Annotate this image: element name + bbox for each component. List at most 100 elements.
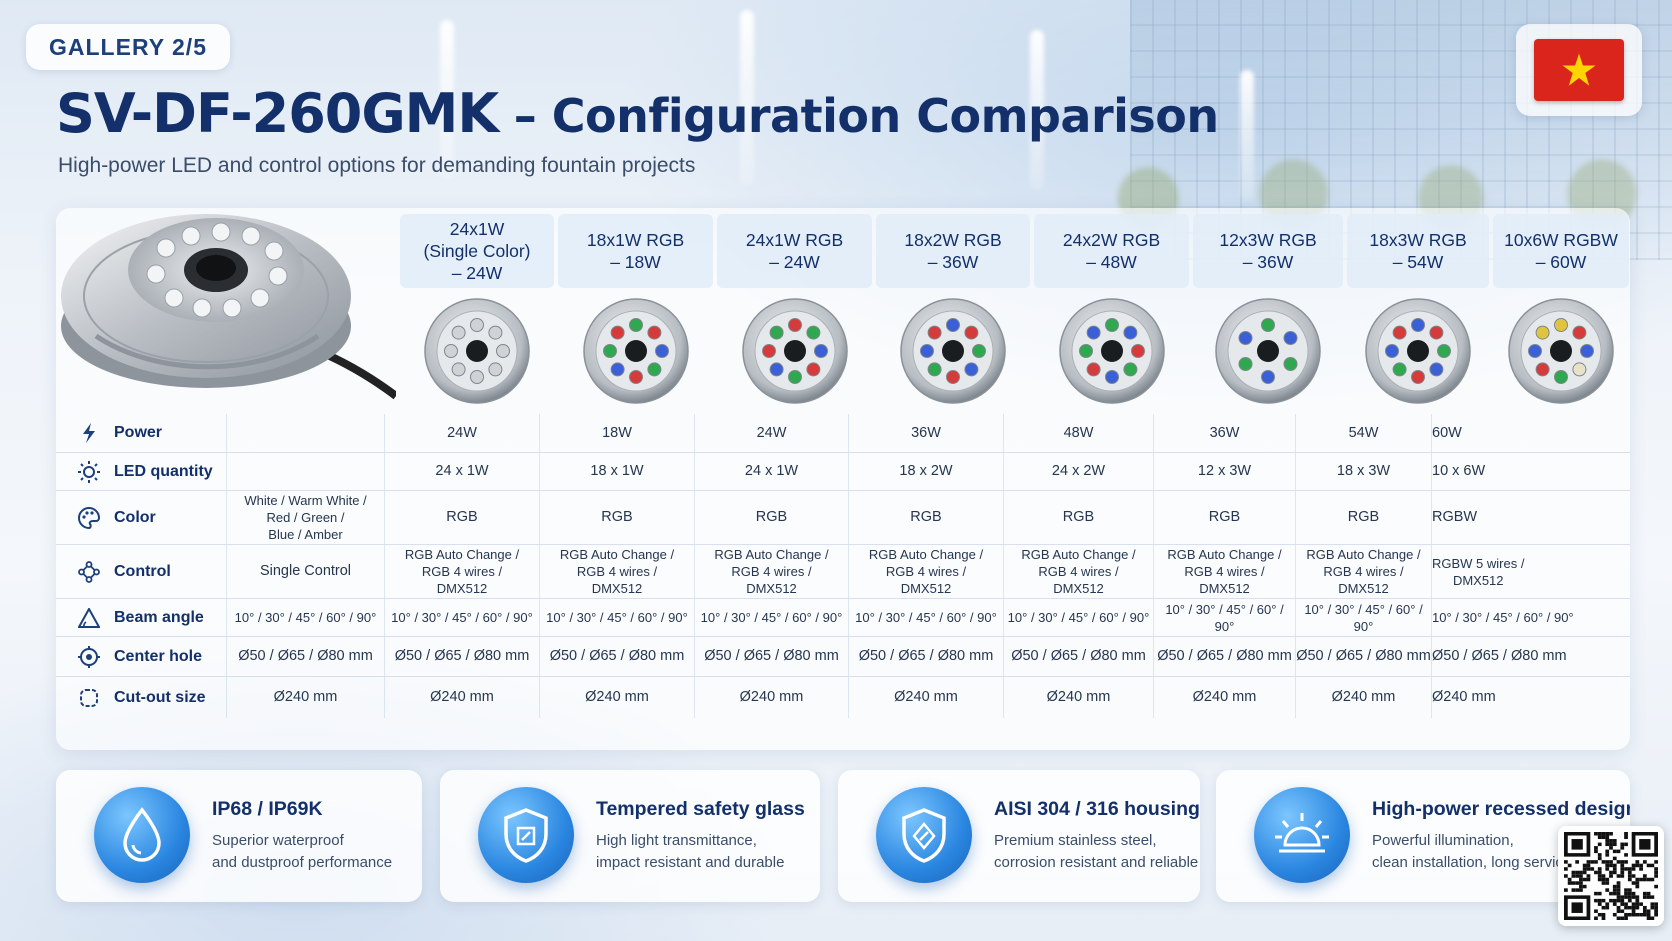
fixture-image xyxy=(582,298,689,404)
led-dot xyxy=(805,325,820,340)
table-cell: Ø240 mm xyxy=(1295,677,1431,718)
spec-row: Cut-out size Ø240 mm Ø240 mm Ø240 mm Ø240 mm… xyxy=(56,676,1630,718)
led-dot xyxy=(1261,370,1275,384)
led-dot xyxy=(972,344,986,358)
led-dot xyxy=(1429,325,1444,340)
product-image xyxy=(61,214,396,400)
triangle-angle-icon xyxy=(78,607,100,629)
table-cell: 60W xyxy=(1431,414,1462,452)
table-cell: RGB Auto Change / RGB 4 wires / DMX512 xyxy=(1295,545,1431,598)
table-cell: 36W xyxy=(848,414,1003,452)
led-dot xyxy=(1104,370,1119,384)
table-cell xyxy=(226,414,384,452)
table-cell: 10° / 30° / 45° / 60° / 90° xyxy=(384,599,539,636)
table-cell: 48W xyxy=(1003,414,1153,452)
led-dot xyxy=(628,318,643,332)
led-dot xyxy=(1437,344,1451,358)
column-header: 12x3W RGB – 36W xyxy=(1193,214,1343,288)
table-cell: 10° / 30° / 45° / 60° / 90° xyxy=(1295,599,1431,636)
table-cell: RGB xyxy=(1295,491,1431,544)
led-dot xyxy=(964,362,979,377)
column-header: 24x1W RGB – 24W xyxy=(717,214,872,288)
table-cell: RGB Auto Change / RGB 4 wires / DMX512 xyxy=(694,545,848,598)
led-dot xyxy=(1554,318,1568,332)
led-dot xyxy=(1261,318,1275,332)
table-cell: 24 x 1W xyxy=(694,453,848,490)
table-cell: 10° / 30° / 45° / 60° / 90° xyxy=(848,599,1003,636)
feature-card-housing: AISI 304 / 316 housing Premium stainless… xyxy=(838,770,1200,902)
table-cell: RGB xyxy=(1003,491,1153,544)
led-dot xyxy=(1572,325,1587,340)
led-dot xyxy=(1580,344,1594,358)
led-dot xyxy=(1104,318,1119,332)
feature-desc: High light transmittance, impact resista… xyxy=(596,832,785,871)
led-dot xyxy=(1122,325,1137,340)
table-cell: 24 x 1W xyxy=(384,453,539,490)
led-dot xyxy=(813,344,828,358)
table-cell: RGB xyxy=(1153,491,1295,544)
network-icon xyxy=(78,560,100,583)
led-dot xyxy=(1385,344,1399,358)
table-cell: Ø50 / Ø65 / Ø80 mm xyxy=(384,637,539,676)
fountain-jet xyxy=(740,10,754,185)
fixture-image xyxy=(741,298,848,404)
led-dot xyxy=(946,318,960,332)
row-label: Beam angle xyxy=(56,599,226,636)
row-label-text: Center hole xyxy=(114,647,203,665)
table-cell: RGB xyxy=(694,491,848,544)
table-cell: 10° / 30° / 45° / 60° / 90° xyxy=(1003,599,1153,636)
led-dot xyxy=(761,344,776,358)
recessed-light-icon xyxy=(1254,787,1350,883)
feature-card-glass: Tempered safety glass High light transmi… xyxy=(440,770,820,902)
table-cell: 10° / 30° / 45° / 60° / 90° xyxy=(1431,599,1574,636)
page-title: SV-DF-260GMK – Configuration Comparison xyxy=(56,82,1219,145)
table-cell: Ø240 mm xyxy=(1003,677,1153,718)
led-dot xyxy=(1392,362,1407,377)
column-header: 24x2W RGB – 48W xyxy=(1034,214,1189,288)
table-cell: 10° / 30° / 45° / 60° / 90° xyxy=(1153,599,1295,636)
table-cell: Ø50 / Ø65 / Ø80 mm xyxy=(1153,637,1295,676)
table-cell xyxy=(226,453,384,490)
table-cell: 12 x 3W xyxy=(1153,453,1295,490)
spec-row: Beam angle 10° / 30° / 45° / 60° / 90° 10°… xyxy=(56,598,1630,636)
column-headers: 24x1W (Single Color) – 24W 18x1W RGB – 1… xyxy=(400,214,1629,288)
column-header: 10x6W RGBW – 60W xyxy=(1493,214,1629,288)
led-dot xyxy=(787,318,802,332)
table-cell: Ø240 mm xyxy=(1431,677,1496,718)
led-dot xyxy=(646,362,661,377)
fountain-jet xyxy=(440,20,454,180)
led-dot xyxy=(1130,344,1145,358)
fixture-image xyxy=(900,298,1006,404)
table-cell: RGB xyxy=(848,491,1003,544)
table-cell: 54W xyxy=(1295,414,1431,452)
table-cell: RGB Auto Change / RGB 4 wires / DMX512 xyxy=(1003,545,1153,598)
qr-code-icon[interactable] xyxy=(1558,826,1664,926)
table-cell: 10° / 30° / 45° / 60° / 90° xyxy=(694,599,848,636)
led-dot xyxy=(610,325,625,340)
fountain-jet xyxy=(1240,70,1254,200)
feature-title: High-power recessed design xyxy=(1372,798,1630,820)
led-dot xyxy=(628,370,643,384)
led-dot xyxy=(787,370,802,384)
feature-title: Tempered safety glass xyxy=(596,798,805,820)
feature-desc: Premium stainless steel, corrosion resis… xyxy=(994,832,1199,871)
table-cell: Ø240 mm xyxy=(539,677,694,718)
led-dot xyxy=(610,362,625,377)
led-bulb-icon xyxy=(78,460,100,483)
table-cell: Ø240 mm xyxy=(226,677,384,718)
led-dot xyxy=(646,325,661,340)
table-cell: RGBW 5 wires / DMX512 xyxy=(1431,545,1524,598)
row-label-text: Beam angle xyxy=(114,608,204,626)
table-cell: Ø240 mm xyxy=(848,677,1003,718)
row-label: Control xyxy=(56,545,226,598)
led-dot xyxy=(1238,331,1253,345)
shield-glass-icon xyxy=(478,787,574,883)
table-cell: RGB Auto Change / RGB 4 wires / DMX512 xyxy=(384,545,539,598)
table-cell: Ø50 / Ø65 / Ø80 mm xyxy=(539,637,694,676)
led-dot xyxy=(470,318,484,332)
column-header: 18x3W RGB – 54W xyxy=(1347,214,1489,288)
led-dot xyxy=(444,344,458,358)
led-dot xyxy=(1572,362,1587,377)
table-cell: 24W xyxy=(694,414,848,452)
table-cell: Ø50 / Ø65 / Ø80 mm xyxy=(848,637,1003,676)
